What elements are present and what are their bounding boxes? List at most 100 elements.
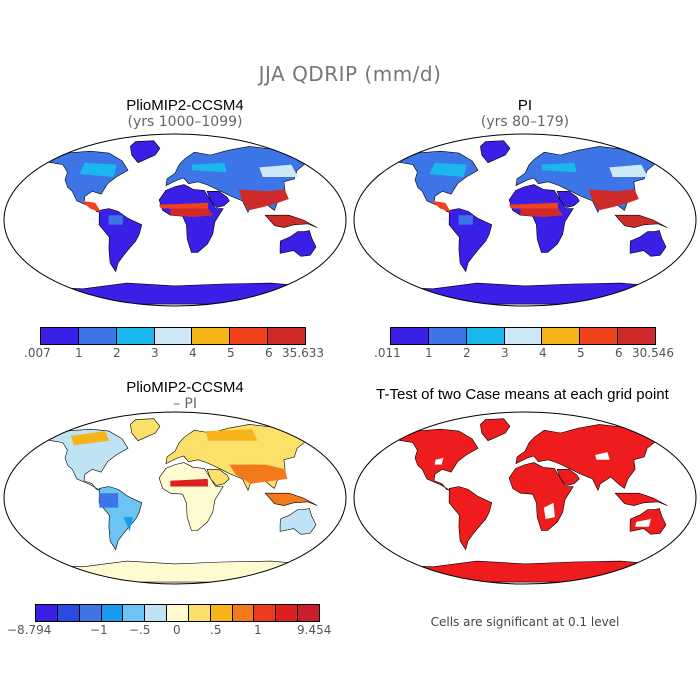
- cbar-label: 35.633: [282, 346, 324, 360]
- landmass-greenland: [130, 140, 161, 164]
- landmass-northAmerica: [390, 428, 479, 491]
- field-region: [431, 200, 452, 213]
- landmass-africa: [158, 184, 224, 253]
- cbar-label: 0: [173, 623, 181, 637]
- cbar-label: 1: [75, 346, 83, 360]
- cbar-label: .5: [210, 623, 222, 637]
- landmass-arabia: [206, 191, 230, 208]
- landmass-africa: [508, 462, 574, 531]
- field-region: [238, 189, 289, 211]
- landmass-africa: [508, 184, 574, 253]
- colorbar-swatch: [268, 328, 306, 344]
- cbar-label: 4: [539, 346, 547, 360]
- colorbar-swatch: [154, 328, 193, 344]
- colorbar-swatch: [145, 605, 168, 621]
- landmass-northAmerica: [40, 428, 129, 491]
- field-region: [429, 162, 467, 177]
- panel-4-footnote: Cells are significant at 0.1 level: [430, 615, 620, 629]
- colorbar-swatch: [580, 328, 619, 344]
- colorbar-swatch: [504, 328, 543, 344]
- colorbar-swatch: [466, 328, 505, 344]
- map-outline: [353, 133, 697, 307]
- panel-2-colorbar-labels: .011 1 2 3 4 5 6 30.546: [374, 346, 674, 362]
- colorbar-swatch: [210, 605, 233, 621]
- panel-2-subtitle: (yrs 80–179): [480, 114, 570, 130]
- landmass-seAsia: [614, 214, 668, 228]
- panel-3-subtitle: – PI: [172, 396, 198, 412]
- cbar-label: −8.794: [7, 623, 52, 637]
- colorbar-swatch: [116, 328, 155, 344]
- field-region: [81, 200, 102, 213]
- cbar-label: 5: [227, 346, 235, 360]
- landmass-antarctica: [34, 560, 316, 583]
- cbar-label: 6: [615, 346, 623, 360]
- cbar-label: .011: [374, 346, 401, 360]
- colorbar-swatch: [254, 605, 277, 621]
- cbar-label: 5: [577, 346, 585, 360]
- field-region: [595, 452, 610, 460]
- cbar-label: 1: [254, 623, 262, 637]
- landmass-australia: [629, 230, 667, 257]
- colorbar-swatch: [276, 605, 299, 621]
- cbar-label: 30.546: [632, 346, 674, 360]
- field-region: [259, 164, 298, 177]
- field-region: [206, 429, 258, 441]
- field-region: [458, 215, 473, 225]
- landmass-greenland: [130, 418, 161, 442]
- colorbar-swatch: [230, 328, 269, 344]
- colorbar-swatch: [192, 328, 231, 344]
- field-region: [434, 457, 444, 465]
- field-region: [108, 215, 123, 225]
- cbar-label: 4: [189, 346, 197, 360]
- map-outline: [353, 411, 697, 585]
- cbar-label: 2: [463, 346, 471, 360]
- colorbar-swatch: [542, 328, 581, 344]
- colorbar-swatch: [78, 328, 117, 344]
- cbar-label: .007: [24, 346, 51, 360]
- field-region: [609, 164, 648, 177]
- colorbar-swatch: [101, 605, 124, 621]
- panel-4-title: T-Test of two Case means at each grid po…: [376, 386, 669, 403]
- colorbar-swatch: [391, 328, 429, 344]
- field-region: [70, 431, 110, 446]
- map-outline: [3, 411, 347, 585]
- colorbar-swatch: [79, 605, 102, 621]
- panel-1-subtitle: (yrs 1000–1099): [127, 114, 243, 130]
- colorbar-swatch: [123, 605, 146, 621]
- field-region: [79, 162, 117, 177]
- map-outline: [3, 133, 347, 307]
- landmass-seAsia: [614, 492, 668, 506]
- landmass-eurasia: [515, 424, 669, 492]
- landmass-australia: [279, 230, 317, 257]
- landmass-arabia: [556, 191, 580, 208]
- cbar-label: 2: [113, 346, 121, 360]
- colorbar-swatch: [188, 605, 211, 621]
- landmass-antarctica: [384, 282, 666, 305]
- field-region: [99, 493, 119, 508]
- colorbar-swatch: [298, 605, 319, 621]
- colorbar-swatch: [41, 328, 79, 344]
- field-region: [159, 202, 209, 209]
- landmass-arabia: [206, 469, 230, 486]
- cbar-label: 3: [151, 346, 159, 360]
- landmass-antarctica: [34, 282, 316, 305]
- cbar-label: 9.454: [297, 623, 332, 637]
- cbar-label: 6: [265, 346, 273, 360]
- landmass-greenland: [480, 140, 511, 164]
- panel-3-colorbar: [35, 604, 320, 622]
- panel-4-map: [353, 411, 697, 585]
- cbar-label: 1: [425, 346, 433, 360]
- field-region: [170, 208, 213, 218]
- landmass-arabia: [556, 469, 580, 486]
- panel-2-colorbar: [390, 327, 656, 345]
- field-region: [635, 519, 651, 527]
- panel-1-title: PlioMIP2-CCSM4: [126, 97, 244, 114]
- panel-1-colorbar: [40, 327, 306, 345]
- cbar-label: 3: [501, 346, 509, 360]
- field-region: [541, 162, 577, 173]
- colorbar-swatch: [232, 605, 255, 621]
- panel-2-title: PI: [517, 97, 533, 114]
- colorbar-swatch: [57, 605, 80, 621]
- landmass-greenland: [480, 418, 511, 442]
- colorbar-swatch: [167, 605, 189, 621]
